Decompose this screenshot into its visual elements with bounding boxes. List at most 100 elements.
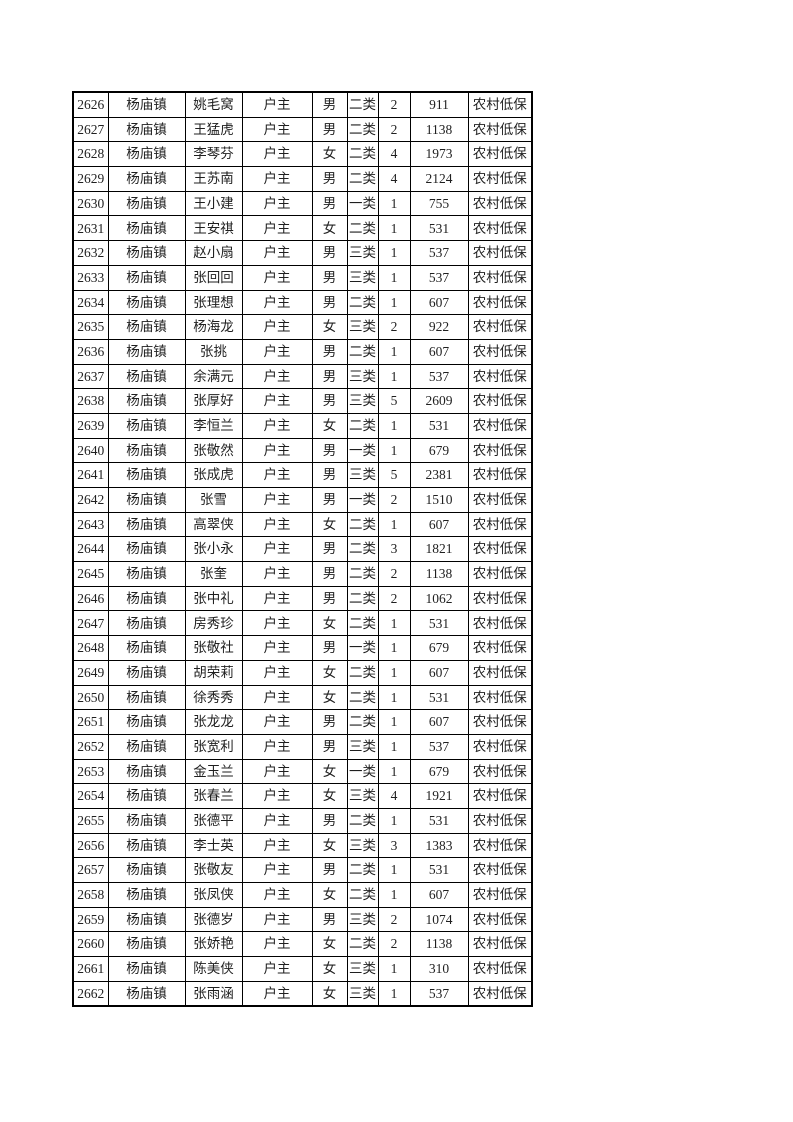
cell-serial: 2644 [72, 536, 109, 563]
cell-gender: 男 [311, 585, 348, 612]
cell-amount: 1510 [409, 487, 469, 513]
cell-household-size: 1 [377, 338, 411, 365]
cell-town: 杨庙镇 [107, 141, 186, 168]
cell-serial: 2639 [72, 412, 109, 439]
cell-amount: 537 [409, 363, 469, 390]
cell-category: 二类 [346, 659, 379, 686]
cell-household-size: 1 [377, 215, 411, 242]
cell-household-size: 1 [377, 709, 411, 735]
cell-name: 张小永 [184, 536, 243, 563]
cell-amount: 310 [409, 956, 469, 982]
cell-serial: 2658 [72, 882, 109, 908]
cell-household-size: 1 [377, 289, 411, 316]
cell-town: 杨庙镇 [107, 314, 186, 340]
cell-welfare-type: 农村低保 [467, 91, 533, 118]
cell-amount: 2124 [409, 166, 469, 192]
table-row: 2634 杨庙镇 张理想 户主男二类 1 607 农村低保 [72, 289, 533, 316]
cell-serial: 2629 [72, 166, 109, 192]
table-row: 2638 杨庙镇 张厚好 户主男三类 5 2609 农村低保 [72, 388, 533, 414]
cell-name: 张挑 [184, 338, 243, 365]
cell-amount: 679 [409, 758, 469, 785]
table-row: 2644 杨庙镇 张小永 户主男二类 3 1821 农村低保 [72, 536, 533, 563]
table-row: 2659 杨庙镇 张德岁 户主男三类 2 1074 农村低保 [72, 906, 533, 933]
cell-gender: 女 [311, 314, 348, 340]
cell-household-size: 4 [377, 783, 411, 809]
cell-category: 三类 [346, 783, 379, 809]
cell-serial: 2656 [72, 832, 109, 859]
cell-category: 二类 [346, 412, 379, 439]
cell-household-size: 3 [377, 832, 411, 859]
cell-amount: 1383 [409, 832, 469, 859]
cell-amount: 1074 [409, 906, 469, 933]
cell-household-size: 1 [377, 610, 411, 637]
cell-welfare-type: 农村低保 [467, 190, 533, 217]
cell-amount: 1138 [409, 931, 469, 958]
cell-amount: 531 [409, 684, 469, 711]
cell-town: 杨庙镇 [107, 166, 186, 192]
cell-name: 张娇艳 [184, 931, 243, 958]
cell-relation: 户主 [241, 437, 313, 464]
cell-gender: 男 [311, 289, 348, 316]
cell-serial: 2637 [72, 363, 109, 390]
table-row: 2647 杨庙镇 房秀珍 户主女二类 1 531 农村低保 [72, 610, 533, 637]
cell-name: 王安祺 [184, 215, 243, 242]
cell-gender: 男 [311, 733, 348, 760]
cell-category: 三类 [346, 240, 379, 266]
cell-household-size: 1 [377, 980, 411, 1007]
cell-welfare-type: 农村低保 [467, 857, 533, 883]
cell-category: 一类 [346, 437, 379, 464]
cell-household-size: 1 [377, 190, 411, 217]
cell-town: 杨庙镇 [107, 116, 186, 143]
cell-serial: 2662 [72, 980, 109, 1007]
cell-category: 三类 [346, 980, 379, 1007]
cell-town: 杨庙镇 [107, 338, 186, 365]
cell-household-size: 1 [377, 684, 411, 711]
cell-category: 二类 [346, 141, 379, 168]
cell-welfare-type: 农村低保 [467, 412, 533, 439]
cell-amount: 2609 [409, 388, 469, 414]
cell-household-size: 1 [377, 264, 411, 291]
cell-relation: 户主 [241, 931, 313, 958]
cell-amount: 2381 [409, 462, 469, 488]
cell-amount: 531 [409, 215, 469, 242]
cell-town: 杨庙镇 [107, 388, 186, 414]
cell-name: 赵小扇 [184, 240, 243, 266]
cell-relation: 户主 [241, 363, 313, 390]
cell-name: 王苏南 [184, 166, 243, 192]
cell-gender: 男 [311, 388, 348, 414]
cell-gender: 女 [311, 882, 348, 908]
cell-household-size: 2 [377, 91, 411, 118]
cell-town: 杨庙镇 [107, 536, 186, 563]
cell-serial: 2657 [72, 857, 109, 883]
cell-relation: 户主 [241, 807, 313, 834]
cell-relation: 户主 [241, 190, 313, 217]
cell-gender: 女 [311, 956, 348, 982]
cell-relation: 户主 [241, 956, 313, 982]
cell-serial: 2634 [72, 289, 109, 316]
cell-welfare-type: 农村低保 [467, 807, 533, 834]
cell-welfare-type: 农村低保 [467, 511, 533, 538]
cell-name: 高翠侠 [184, 511, 243, 538]
cell-serial: 2655 [72, 807, 109, 834]
cell-relation: 户主 [241, 980, 313, 1007]
cell-household-size: 1 [377, 240, 411, 266]
cell-gender: 女 [311, 511, 348, 538]
table-row: 2655 杨庙镇 张德平 户主男二类 1 531 农村低保 [72, 807, 533, 834]
table-row: 2639 杨庙镇 李恒兰 户主女二类 1 531 农村低保 [72, 412, 533, 439]
cell-welfare-type: 农村低保 [467, 264, 533, 291]
cell-amount: 607 [409, 709, 469, 735]
cell-relation: 户主 [241, 141, 313, 168]
cell-category: 二类 [346, 338, 379, 365]
cell-category: 一类 [346, 635, 379, 661]
table-row: 2658 杨庙镇 张凤侠 户主女二类 1 607 农村低保 [72, 882, 533, 908]
cell-town: 杨庙镇 [107, 462, 186, 488]
cell-name: 张中礼 [184, 585, 243, 612]
cell-category: 二类 [346, 116, 379, 143]
cell-category: 三类 [346, 733, 379, 760]
table-row: 2651 杨庙镇 张龙龙 户主男二类 1 607 农村低保 [72, 709, 533, 735]
cell-household-size: 2 [377, 561, 411, 587]
cell-welfare-type: 农村低保 [467, 610, 533, 637]
cell-amount: 679 [409, 635, 469, 661]
cell-name: 张德平 [184, 807, 243, 834]
cell-category: 二类 [346, 684, 379, 711]
